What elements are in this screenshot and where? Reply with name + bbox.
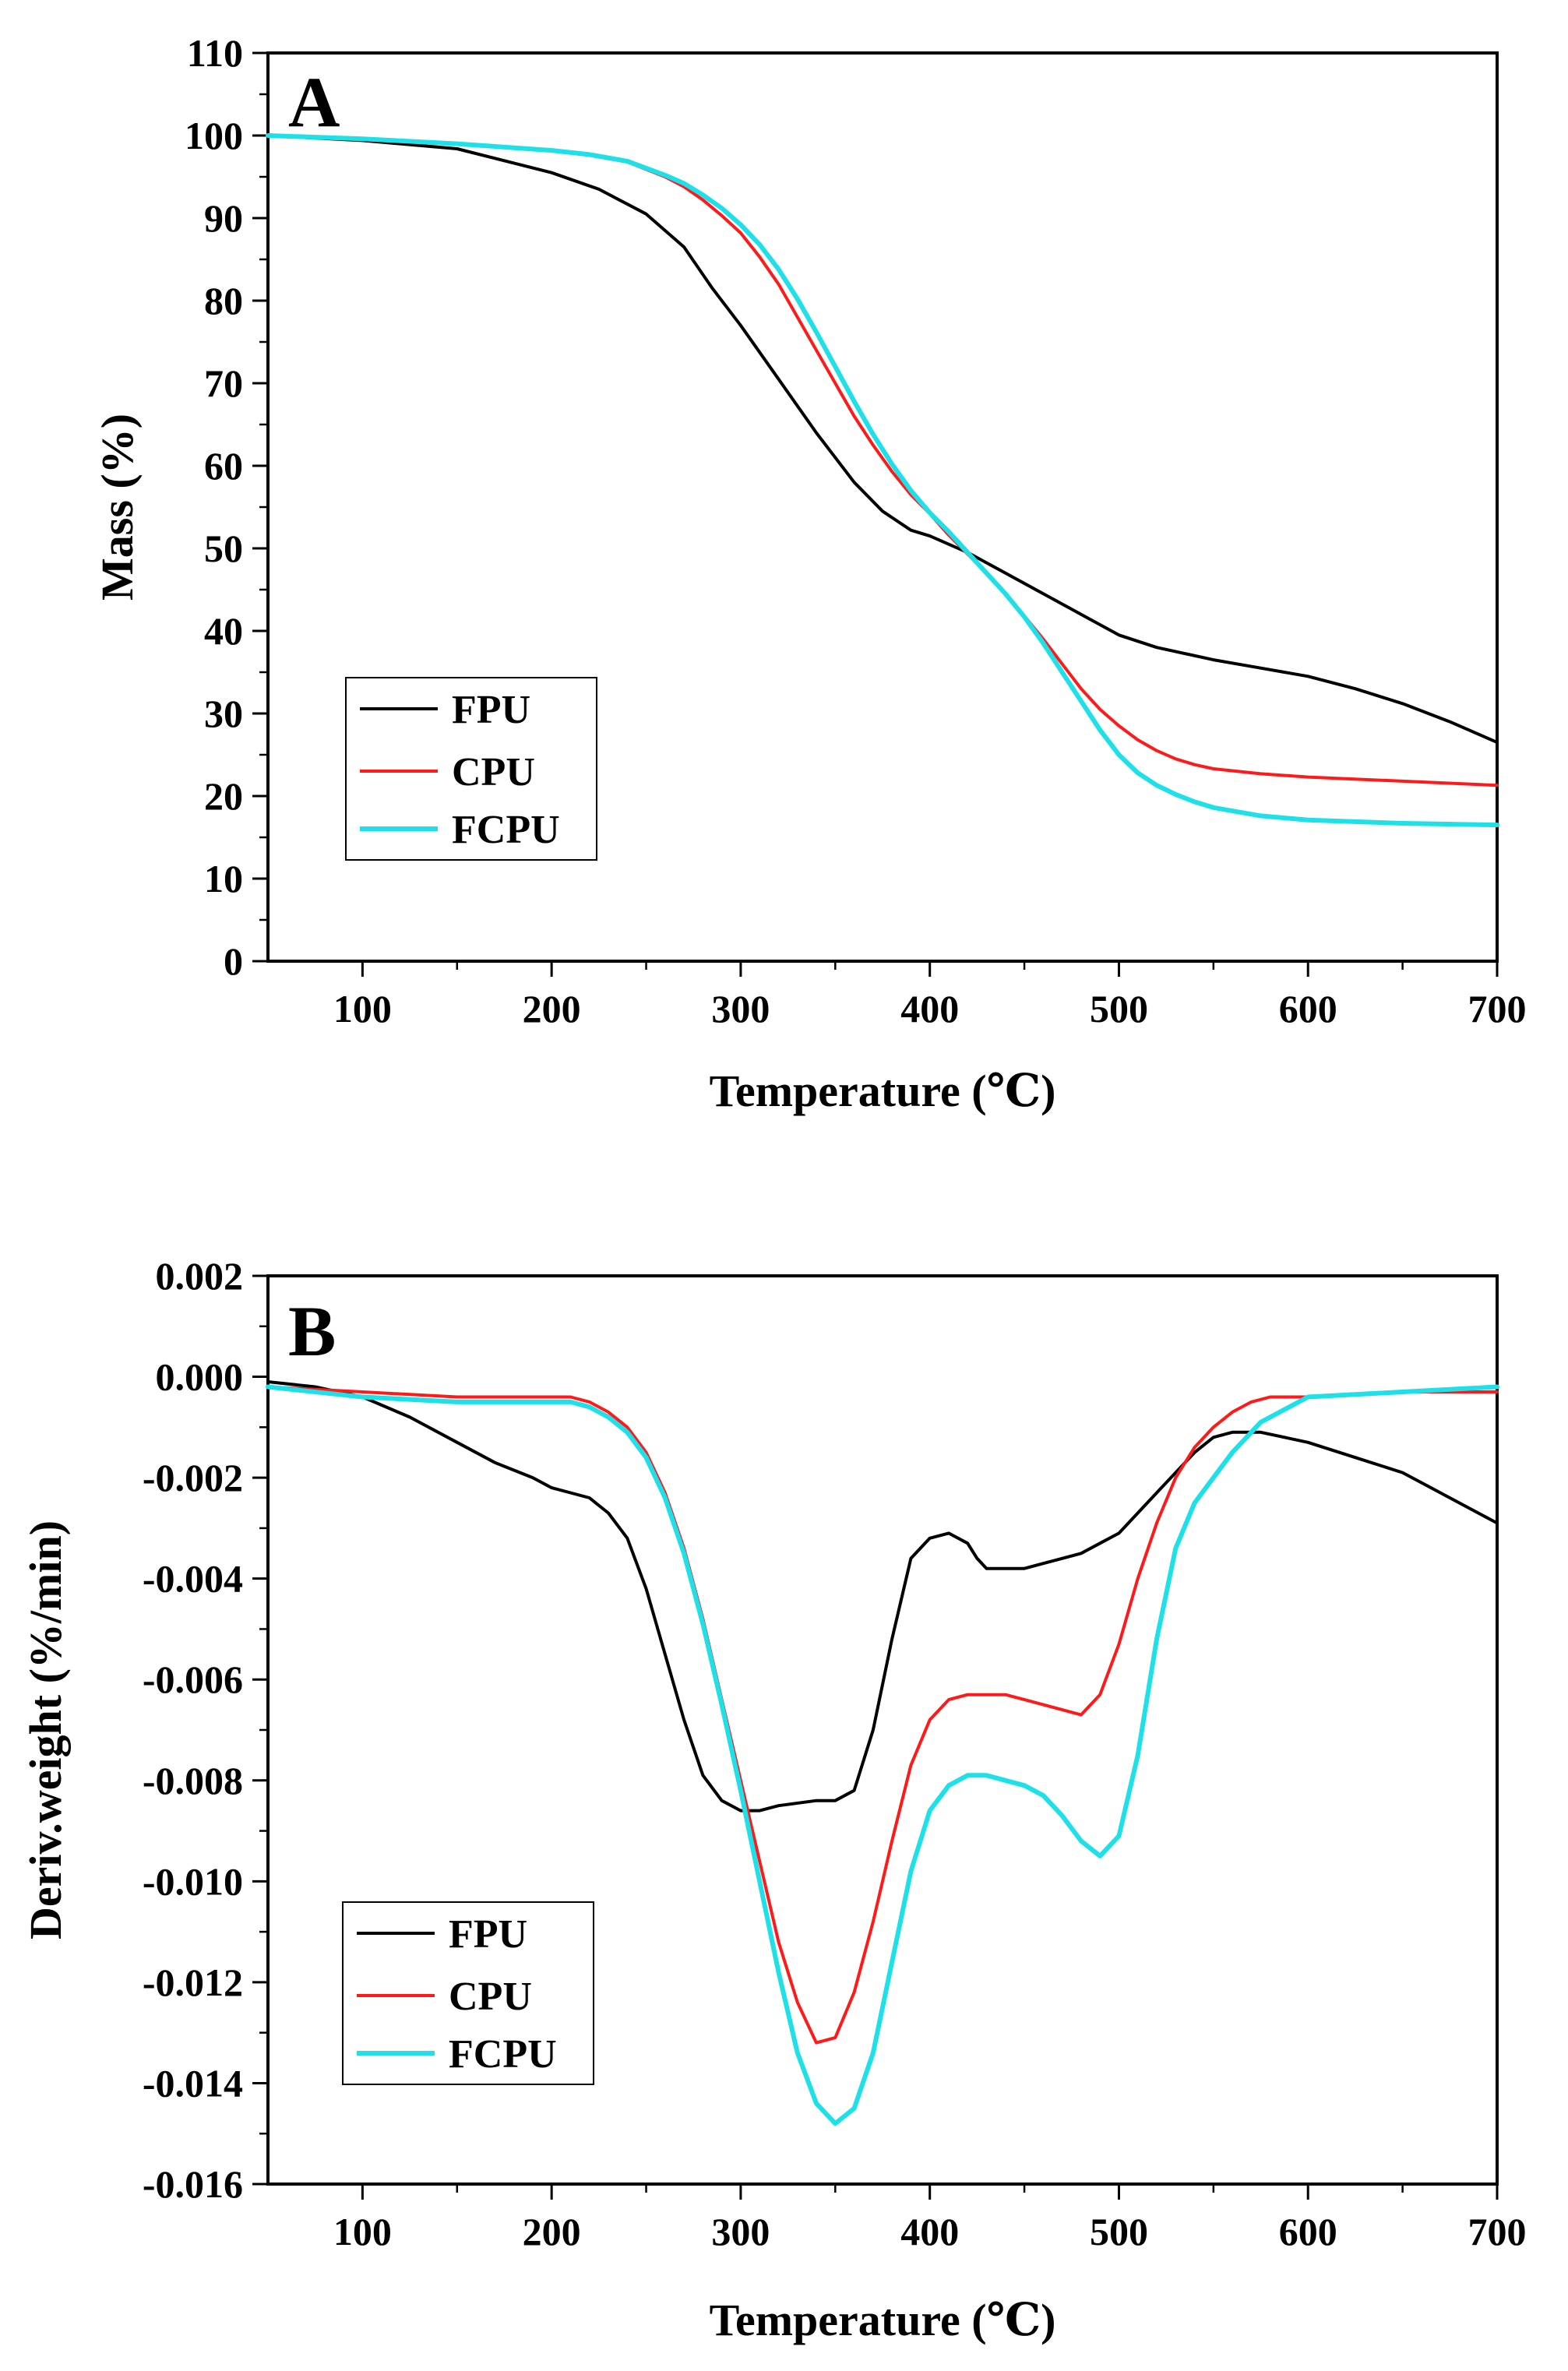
x-tick-label: 600 xyxy=(1279,2210,1337,2253)
y-tick-label: -0.004 xyxy=(143,1557,243,1601)
panel-b: 100 200 300 400 500 600 700 0.002 0.000 -0.002 -0.… xyxy=(20,1254,1527,2345)
panel-a: 100 200 300 400 500 600 700 0 10 20 30 40 50 60 70 80 90… xyxy=(92,31,1527,1116)
y-tick-label: 90 xyxy=(204,196,243,240)
x-axis-label: Temperature (℃) xyxy=(710,2295,1056,2345)
series-lines xyxy=(266,133,1499,828)
y-tick-label: -0.010 xyxy=(143,1859,243,1903)
x-tick-label: 100 xyxy=(333,987,392,1030)
y-tick-label: 100 xyxy=(185,114,243,157)
series-line-fcpu xyxy=(266,1384,1499,2126)
x-tick-label: 500 xyxy=(1090,2210,1148,2253)
series-line-fpu xyxy=(266,134,1499,745)
y-tick-label: 50 xyxy=(204,527,243,570)
y-tick-label: -0.006 xyxy=(143,1658,243,1701)
x-tick-label: 700 xyxy=(1468,987,1527,1030)
legend: FPU CPU FCPU xyxy=(345,677,597,861)
y-tick-label: 0.002 xyxy=(156,1254,244,1298)
x-tick-label: 400 xyxy=(900,987,959,1030)
x-tick-label: 100 xyxy=(333,2210,392,2253)
y-tick-label: -0.002 xyxy=(143,1456,243,1499)
x-tick-label: 200 xyxy=(523,2210,581,2253)
y-tick-label: 70 xyxy=(204,361,243,405)
y-tick-label: 20 xyxy=(204,774,243,818)
panel-label: B xyxy=(288,1291,336,1371)
legend-label-cpu: CPU xyxy=(452,750,535,794)
x-axis-label: Temperature (℃) xyxy=(710,1066,1056,1116)
legend-label-cpu: CPU xyxy=(449,1975,532,2019)
y-tick-label: -0.016 xyxy=(143,2162,243,2206)
y-tick-label: 0 xyxy=(224,939,243,983)
y-tick-label: 0.000 xyxy=(156,1355,244,1399)
series-line-cpu xyxy=(266,1385,1499,2045)
axis-ticks: 100 200 300 400 500 600 700 0.002 0.000 -0.002 -0.… xyxy=(143,1254,1527,2253)
x-tick-label: 700 xyxy=(1468,2210,1527,2253)
panel-label: A xyxy=(288,62,340,142)
legend-label-fpu: FPU xyxy=(452,688,530,732)
y-tick-label: -0.012 xyxy=(143,1961,243,2004)
y-tick-label: 110 xyxy=(187,31,243,75)
legend-label-fpu: FPU xyxy=(449,1912,527,1957)
x-tick-label: 600 xyxy=(1279,987,1337,1030)
y-tick-label: 10 xyxy=(204,857,243,900)
y-axis-label: Deriv.weight (%/min) xyxy=(20,1520,71,1939)
x-tick-label: 200 xyxy=(523,987,581,1030)
legend-label-fcpu: FCPU xyxy=(452,808,560,852)
series-line-fcpu xyxy=(266,133,1499,828)
legend-label-fcpu: FCPU xyxy=(449,2032,557,2077)
x-tick-label: 300 xyxy=(711,2210,770,2253)
y-axis-label: Mass (%) xyxy=(92,414,143,601)
y-tick-label: 40 xyxy=(204,609,243,653)
x-tick-label: 500 xyxy=(1090,987,1148,1030)
x-tick-label: 300 xyxy=(711,987,770,1030)
y-tick-label: -0.014 xyxy=(143,2061,243,2105)
axis-ticks: 100 200 300 400 500 600 700 0 10 20 30 40 50 60 70 80 90… xyxy=(185,31,1527,1030)
y-tick-label: 80 xyxy=(204,279,243,322)
y-tick-label: 30 xyxy=(204,692,243,735)
series-line-fpu xyxy=(266,1380,1499,1813)
y-tick-label: -0.008 xyxy=(143,1759,243,1802)
series-lines xyxy=(266,1380,1499,2126)
x-tick-label: 400 xyxy=(900,2210,959,2253)
legend: FPU CPU FCPU xyxy=(342,1901,594,2085)
y-tick-label: 60 xyxy=(204,444,243,488)
